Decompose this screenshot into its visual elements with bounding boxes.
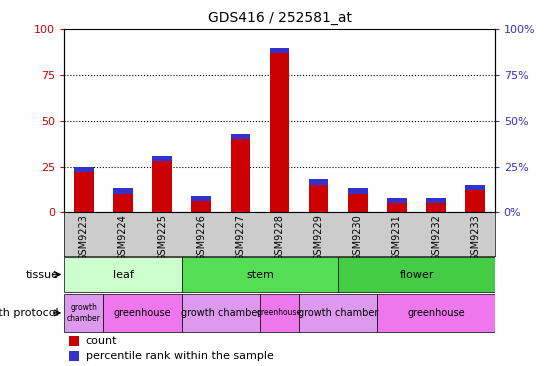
Bar	[74, 167, 93, 172]
Text: GSM9229: GSM9229	[314, 214, 324, 261]
Text: stem: stem	[246, 269, 274, 280]
Bar	[466, 185, 485, 190]
Text: growth protocol: growth protocol	[0, 308, 59, 318]
Text: GSM9228: GSM9228	[274, 214, 285, 261]
Bar	[192, 196, 211, 201]
Text: greenhouse: greenhouse	[407, 308, 465, 318]
Text: GSM9223: GSM9223	[79, 214, 89, 261]
Bar	[348, 188, 368, 194]
Text: GDS416 / 252581_at: GDS416 / 252581_at	[207, 11, 352, 25]
Text: percentile rank within the sample: percentile rank within the sample	[86, 351, 274, 361]
Bar	[69, 351, 79, 361]
Bar	[466, 190, 485, 212]
Text: GSM9233: GSM9233	[470, 214, 480, 261]
Text: GSM9227: GSM9227	[235, 214, 245, 261]
Bar	[309, 179, 329, 185]
Text: GSM9232: GSM9232	[431, 214, 441, 261]
Text: tissue: tissue	[26, 269, 59, 280]
Text: growth
chamber: growth chamber	[67, 303, 101, 323]
Text: count: count	[86, 336, 117, 346]
Text: greenhouse: greenhouse	[113, 308, 172, 318]
Bar	[231, 134, 250, 139]
Bar	[270, 53, 290, 212]
Bar	[69, 336, 79, 346]
Bar	[387, 203, 407, 212]
Bar	[348, 194, 368, 212]
Bar	[64, 294, 103, 332]
Text: GSM9224: GSM9224	[118, 214, 128, 261]
Bar	[387, 198, 407, 203]
Text: leaf: leaf	[112, 269, 134, 280]
Bar	[309, 185, 329, 212]
Text: GSM9226: GSM9226	[196, 214, 206, 261]
Text: GSM9231: GSM9231	[392, 214, 402, 261]
Text: flower: flower	[399, 269, 434, 280]
Text: growth chamber: growth chamber	[181, 308, 261, 318]
Bar	[152, 156, 172, 161]
Bar	[152, 161, 172, 212]
Bar	[270, 48, 290, 53]
Bar	[338, 257, 495, 292]
Bar	[377, 294, 495, 332]
Bar	[260, 294, 299, 332]
Bar	[427, 203, 446, 212]
Text: GSM9230: GSM9230	[353, 214, 363, 261]
Bar	[192, 201, 211, 212]
Text: greenhouse: greenhouse	[257, 309, 302, 317]
Bar	[64, 257, 182, 292]
Bar	[103, 294, 182, 332]
Bar	[182, 294, 260, 332]
Bar	[427, 198, 446, 203]
Bar	[299, 294, 377, 332]
Bar	[231, 139, 250, 212]
Bar	[113, 194, 133, 212]
Bar	[113, 188, 133, 194]
Bar	[74, 172, 93, 212]
Bar	[182, 257, 338, 292]
Text: GSM9225: GSM9225	[157, 214, 167, 261]
Text: growth chamber: growth chamber	[298, 308, 378, 318]
